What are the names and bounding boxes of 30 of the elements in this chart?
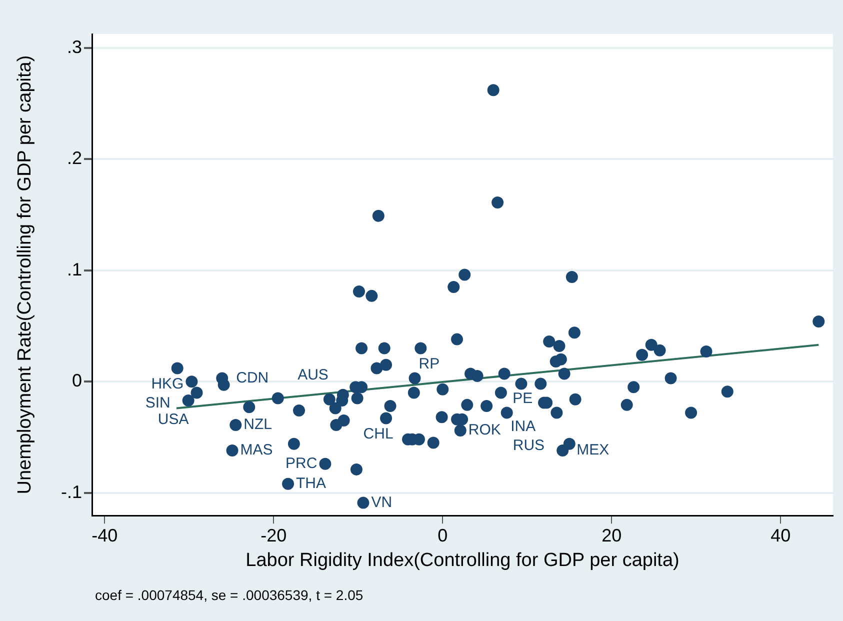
y-axis-title: Unemployment Rate(Controlling for GDP per capita): [14, 55, 36, 494]
y-tick-label: -.1: [60, 482, 82, 502]
data-label: RP: [418, 355, 440, 372]
data-label: NZL: [244, 416, 272, 434]
data-label: CDN: [236, 369, 269, 386]
data-label: SIN: [145, 394, 170, 412]
y-tick-label: 0: [72, 370, 82, 391]
data-label: PE: [512, 390, 533, 407]
data-label: THA: [296, 475, 326, 492]
data-label: CHL: [363, 425, 394, 442]
data-label: MEX: [576, 442, 610, 459]
data-label: VN: [371, 494, 392, 511]
y-tick-label: .1: [66, 259, 82, 280]
data-label: ROK: [468, 422, 501, 439]
x-tick-label: 20: [602, 525, 622, 546]
y-tick-label: .2: [66, 148, 82, 168]
text: coef = .00074854, se = .00036539, t = 2.05: [95, 586, 364, 603]
data-label: PRC: [286, 455, 318, 472]
data-label: USA: [158, 410, 189, 428]
x-axis-title: Labor Rigidity Index(Controlling for GDP per capita): [246, 550, 680, 571]
x-tick-label: -20: [260, 525, 287, 546]
data-label: AUS: [298, 366, 328, 384]
x-tick-label: -40: [92, 525, 118, 546]
data-label: RUS: [512, 436, 545, 454]
x-tick-label: 0: [438, 525, 448, 546]
x-tick-label: 40: [770, 525, 791, 546]
data-label: MAS: [240, 442, 273, 459]
y-tick-label: .3: [66, 36, 82, 57]
data-label: INA: [510, 418, 536, 436]
data-label: HKG: [151, 376, 184, 393]
